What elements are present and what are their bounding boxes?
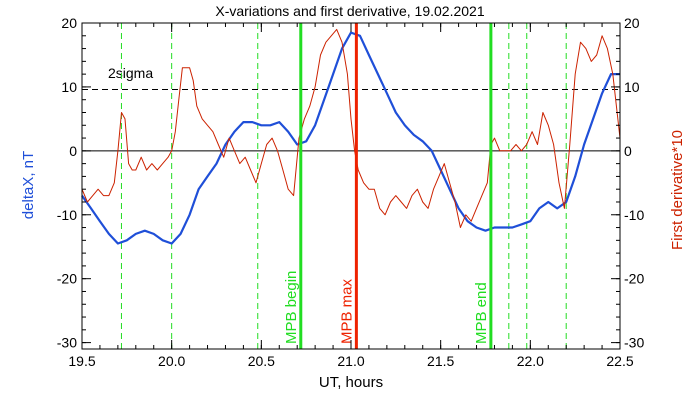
- marker-label-mpb-end: MPB end: [473, 282, 490, 344]
- y-tick-label-left-0: 0: [69, 143, 77, 159]
- x-tick-label-20.5: 20.5: [248, 353, 275, 369]
- y-tick-label-right-20: 20: [624, 15, 640, 31]
- y-tick-label-left-20: 20: [61, 15, 77, 31]
- marker-label-mpb-max: MPB max: [338, 278, 355, 344]
- y-tick-label-right-0: 0: [624, 143, 632, 159]
- series-line-derivative: [81, 28, 621, 228]
- y-tick-label-right--30: -30: [624, 335, 644, 351]
- marker-label-mpb-begin: MPB begin: [283, 271, 300, 344]
- x-tick-label-21.0: 21.0: [337, 353, 364, 369]
- y-tick-label-left--20: -20: [57, 271, 77, 287]
- y-tick-label-left--10: -10: [57, 207, 77, 223]
- x-tick-label-22.0: 22.0: [517, 353, 544, 369]
- x-tick-label-21.5: 21.5: [427, 353, 454, 369]
- y-tick-label-left--30: -30: [57, 335, 77, 351]
- x-axis-label: UT, hours: [319, 374, 383, 391]
- series-line-deltaX: [81, 31, 620, 245]
- threshold-label: 2sigma: [108, 65, 153, 81]
- y-axis-left-label: deltaX, nT: [20, 151, 37, 219]
- x-tick-label-22.5: 22.5: [606, 353, 633, 369]
- plot-area: MPB begin MPB max MPB end 19.5 20.0 20.5 21.0 2…: [57, 15, 645, 369]
- x-tick-label-20.0: 20.0: [158, 353, 185, 369]
- y-tick-label-right-10: 10: [624, 79, 640, 95]
- y-tick-label-left-10: 10: [61, 79, 77, 95]
- y-tick-label-right--20: -20: [624, 271, 644, 287]
- y-tick-label-right--10: -10: [624, 207, 644, 223]
- x-tick-label-19.5: 19.5: [68, 353, 95, 369]
- chart-title: X-variations and first derivative, 19.02…: [215, 3, 484, 19]
- y-axis-right-label: First derivative*10: [669, 130, 686, 250]
